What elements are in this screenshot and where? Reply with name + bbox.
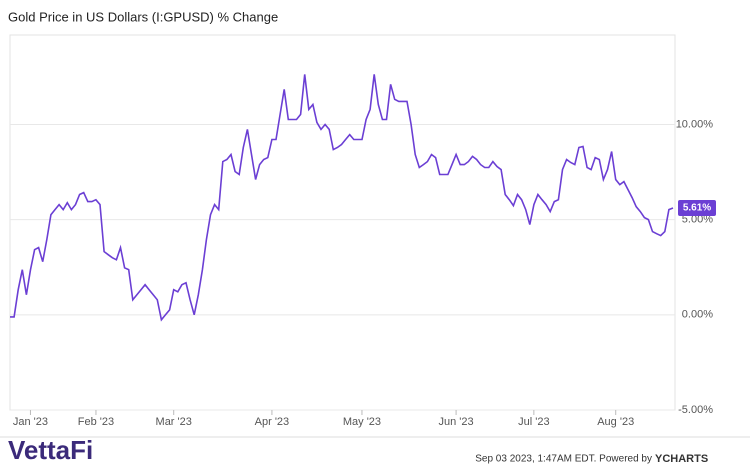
logo: VettaFi (8, 435, 93, 465)
x-tick-label: Aug '23 (597, 416, 634, 428)
x-tick-label: Jul '23 (518, 416, 549, 428)
x-tick-label: Jun '23 (439, 416, 474, 428)
end-label: 5.61% (683, 203, 711, 214)
x-tick-label: Feb '23 (78, 416, 114, 428)
y-tick-label: 0.00% (682, 309, 713, 321)
footer-brand: YCHARTS (655, 453, 708, 465)
end-label-box (678, 200, 716, 217)
chart-title: Gold Price in US Dollars (I:GPUSD) % Cha… (8, 9, 278, 24)
footer-timestamp: Sep 03 2023, 1:47AM EDT. Powered by (475, 454, 652, 465)
x-tick-label: Mar '23 (156, 416, 192, 428)
x-tick-label: May '23 (343, 416, 381, 428)
y-tick-label: 5.00% (682, 214, 713, 226)
plot-frame (9, 34, 676, 411)
y-tick-label: -5.00% (678, 404, 713, 416)
x-tick-label: Jan '23 (13, 416, 48, 428)
y-tick-label: 10.00% (676, 118, 714, 130)
x-tick-label: Apr '23 (255, 416, 290, 428)
line-series (10, 74, 674, 322)
